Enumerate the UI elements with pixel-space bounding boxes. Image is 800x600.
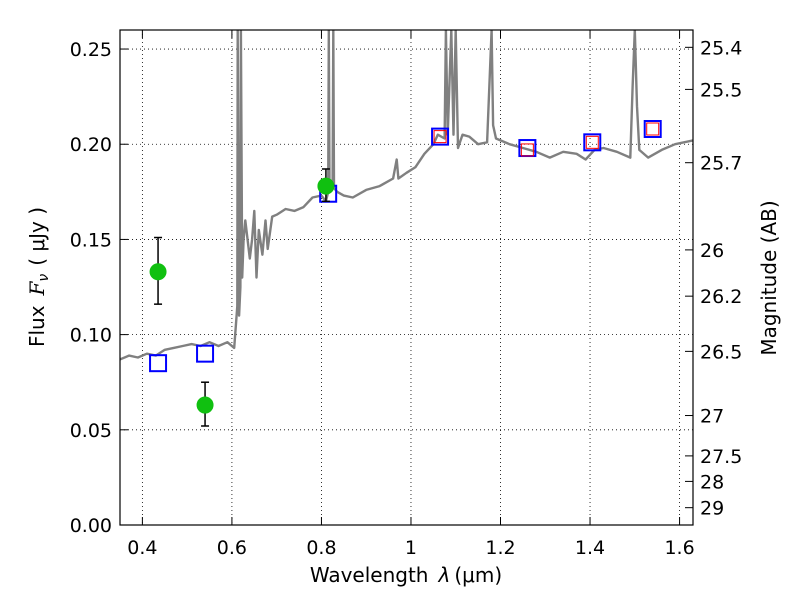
blue-square-marker [196,344,215,363]
y2-tick-label: 25.4 [700,37,742,59]
y2-tick-label: 27.5 [700,446,742,468]
blue-square-marker [643,120,662,138]
grid [120,30,693,526]
observed-point [317,177,335,195]
x-tick-label: 1.2 [485,537,515,559]
y-tick-label: 0.25 [70,39,112,61]
ticks: 0.4 0.6 0.8 1 1.2 1.4 1.6 0.00 0.05 0.10 0.15 0.20 0… [70,30,742,559]
red-square-marker [646,122,660,136]
observed-point [149,263,167,281]
x-tick-label: 0.4 [127,537,157,559]
spectrum-line [120,30,693,361]
x-tick-label: 0.8 [306,537,336,559]
y-tick-label: 0.10 [70,325,112,347]
y-axis-title: FluxFν( μJy ) [25,207,52,347]
x-axis-title: Wavelength λ (μm) [310,563,502,587]
x-tick-label: 1.4 [575,537,605,559]
y2-tick-label: 25.7 [700,153,742,175]
blue-square-marker [431,127,450,146]
red-square-marker [433,130,447,144]
y2-tick-label: 26.2 [700,286,742,308]
y-tick-label: 0.15 [70,229,112,251]
x-tick-label: 0.6 [217,537,247,559]
y2-tick-label: 26 [700,240,724,262]
y2-tick-label: 29 [700,498,724,520]
y-tick-label: 0.20 [70,134,112,156]
y2-tick-label: 26.5 [700,341,742,363]
y2-tick-label: 27 [700,406,724,428]
y2-tick-label: 28 [700,471,724,493]
plot-area [120,30,693,427]
y-tick-label: 0.05 [70,420,112,442]
observed-point [196,396,214,414]
red-square-marker [585,135,599,149]
x-tick-label: 1.6 [664,537,694,559]
y-tick-label: 0.00 [70,515,112,537]
plot-background [120,30,693,525]
y2-axis-title: Magnitude (AB) [757,200,781,355]
blue-square-marker [149,354,168,373]
y2-tick-label: 25.5 [700,79,742,101]
red-square-marker [520,143,534,157]
x-tick-label: 1 [405,537,417,559]
blue-square-marker [583,133,602,152]
plot-frame [119,29,694,526]
